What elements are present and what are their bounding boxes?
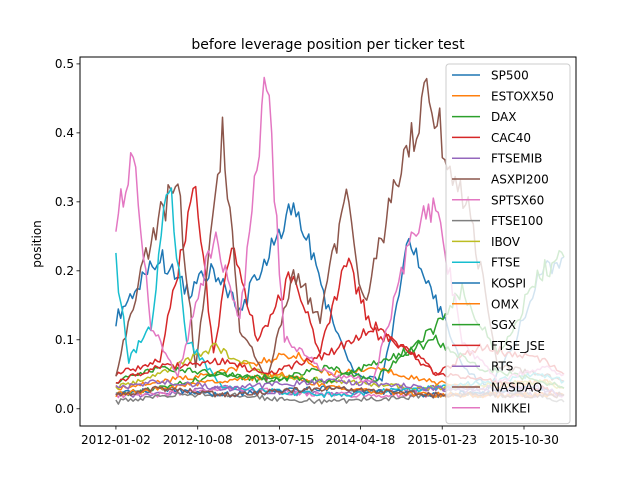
legend-label: FTSEMIB	[491, 152, 542, 166]
y-tick-label: 0.3	[55, 195, 74, 209]
x-axis: 2012-01-02 2012-10-08 2013-07-15 2014-04-18…	[81, 426, 559, 447]
legend-label: ESTOXX50	[491, 89, 554, 103]
legend-label: SGX	[491, 318, 516, 332]
y-tick-label: 0.2	[55, 264, 74, 278]
legend-label: FTSE	[491, 256, 520, 270]
x-tick-label: 2015-01-23	[407, 433, 477, 447]
y-axis: 0.0 0.1 0.2 0.3 0.4 0.5	[55, 57, 80, 416]
legend-label: ASXPI200	[491, 173, 549, 187]
chart-title: before leverage position per ticker test	[191, 37, 465, 53]
x-tick-label: 2012-01-02	[81, 433, 151, 447]
legend-label: FTSE_JSE	[491, 339, 545, 353]
legend-label: SPTSX60	[491, 193, 544, 207]
y-tick-label: 0.0	[55, 402, 74, 416]
x-tick-label: 2014-04-18	[326, 433, 396, 447]
y-axis-label: position	[30, 220, 44, 268]
x-tick-label: 2012-10-08	[163, 433, 233, 447]
y-tick-label: 0.4	[55, 126, 74, 140]
legend-label: NIKKEI	[491, 401, 530, 415]
legend-label: IBOV	[491, 235, 521, 249]
legend-label: KOSPI	[491, 277, 526, 291]
legend-box	[445, 63, 571, 425]
legend-label: CAC40	[491, 131, 531, 145]
legend-label: DAX	[491, 110, 516, 124]
x-tick-label: 2015-10-30	[489, 433, 559, 447]
axes-frame	[79, 56, 577, 427]
y-tick-label: 0.1	[55, 333, 74, 347]
legend-label: SP500	[491, 69, 529, 83]
legend-label: OMX	[491, 297, 519, 311]
legend: SP500 ESTOXX50 DAX CAC40 FTSEMIB ASXPI200 SPTS…	[445, 63, 571, 425]
y-tick-label: 0.5	[55, 57, 74, 71]
legend-label: RTS	[491, 360, 513, 374]
legend-label: FTSE100	[491, 214, 543, 228]
x-tick-label: 2013-07-15	[245, 433, 315, 447]
legend-label: NASDAQ	[491, 381, 542, 395]
